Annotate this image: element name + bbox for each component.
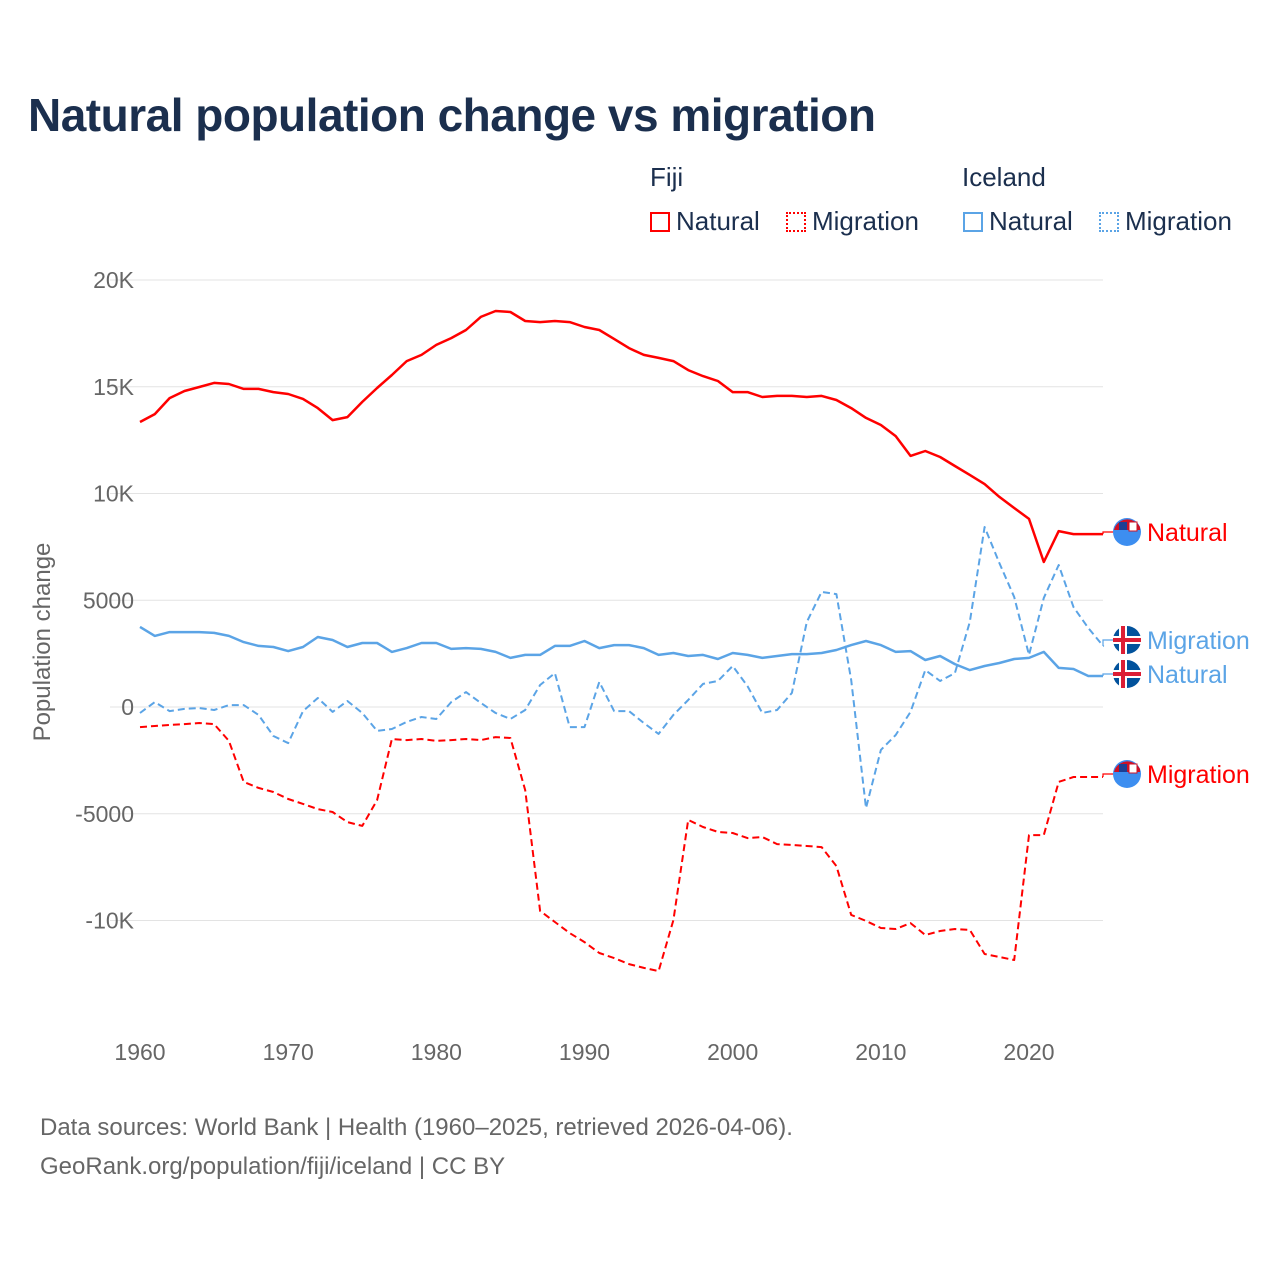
series-end-label: Migration bbox=[1147, 761, 1250, 789]
iceland-flag-icon bbox=[1113, 660, 1141, 688]
iceland-flag-icon bbox=[1113, 626, 1141, 654]
legend-fiji-natural[interactable]: Natural bbox=[650, 206, 760, 237]
y-axis-label: Population change bbox=[29, 543, 56, 742]
chart-title: Natural population change vs migration bbox=[28, 89, 876, 141]
series-line-iceland-natural[interactable] bbox=[139, 625, 1103, 678]
legend-swatch-dotted-icon bbox=[1099, 211, 1119, 232]
legend-fiji-migration[interactable]: Migration bbox=[786, 206, 919, 237]
y-tick-label: 20K bbox=[93, 267, 135, 293]
label-connector bbox=[1102, 673, 1115, 677]
footer: Data sources: World Bank | Health (1960–… bbox=[40, 1108, 793, 1186]
series-line-fiji-migration[interactable] bbox=[139, 722, 1103, 973]
y-tick-label: 5000 bbox=[83, 587, 134, 613]
legend-group-fiji: Fiji bbox=[650, 162, 684, 192]
legend-iceland-natural[interactable]: Natural bbox=[963, 206, 1073, 237]
legend-swatch-dotted-icon bbox=[786, 211, 806, 232]
fiji-flag-icon bbox=[1113, 760, 1141, 788]
legend-label: Migration bbox=[812, 206, 919, 236]
legend-label: Migration bbox=[1125, 206, 1232, 236]
source-link[interactable]: GeoRank.org/population/fiji/iceland | CC… bbox=[40, 1153, 506, 1180]
x-tick-label: 2020 bbox=[1003, 1039, 1054, 1065]
y-tick-label: -5000 bbox=[75, 801, 134, 827]
series-end-label: Migration bbox=[1147, 627, 1250, 655]
x-tick-label: 2000 bbox=[707, 1039, 758, 1065]
legend-iceland-migration[interactable]: Migration bbox=[1099, 206, 1232, 237]
legend-label: Natural bbox=[989, 206, 1073, 236]
x-tick-label: 1980 bbox=[411, 1039, 462, 1065]
y-tick-label: 0 bbox=[121, 694, 134, 720]
series-end-label: Natural bbox=[1147, 661, 1228, 689]
label-connector bbox=[1102, 639, 1115, 646]
series-line-fiji-natural[interactable] bbox=[139, 309, 1103, 564]
data-source-note: Data sources: World Bank | Health (1960–… bbox=[40, 1114, 793, 1141]
y-tick-label: -10K bbox=[85, 908, 134, 934]
y-tick-label: 10K bbox=[93, 481, 135, 507]
label-connector bbox=[1102, 773, 1115, 778]
legend-swatch-solid-icon bbox=[650, 211, 670, 232]
x-tick-label: 1990 bbox=[559, 1039, 610, 1065]
y-tick-label: 15K bbox=[93, 374, 135, 400]
x-tick-label: 1960 bbox=[114, 1039, 165, 1065]
x-tick-label: 2010 bbox=[855, 1039, 906, 1065]
x-tick-label: 1970 bbox=[263, 1039, 314, 1065]
legend-swatch-solid-icon bbox=[963, 211, 983, 232]
series-end-label: Natural bbox=[1147, 519, 1228, 547]
label-connector bbox=[1102, 531, 1115, 535]
legend-group-iceland: Iceland bbox=[962, 162, 1046, 192]
legend-label: Natural bbox=[676, 206, 760, 236]
series-line-iceland-migration[interactable] bbox=[139, 526, 1105, 809]
fiji-flag-icon bbox=[1113, 518, 1141, 546]
